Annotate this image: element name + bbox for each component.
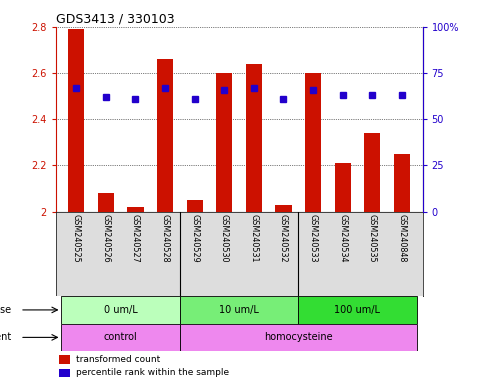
Text: percentile rank within the sample: percentile rank within the sample xyxy=(76,368,229,377)
Bar xyxy=(180,296,298,324)
Bar xyxy=(61,324,180,351)
Bar xyxy=(157,59,173,212)
Text: 0 um/L: 0 um/L xyxy=(104,305,138,315)
Text: dose: dose xyxy=(0,305,11,315)
Text: transformed count: transformed count xyxy=(76,355,160,364)
Bar xyxy=(61,296,180,324)
Text: GSM240525: GSM240525 xyxy=(72,214,81,263)
Bar xyxy=(180,324,417,351)
Text: GSM240530: GSM240530 xyxy=(220,214,229,263)
Bar xyxy=(364,133,381,212)
Text: GSM240533: GSM240533 xyxy=(309,214,318,263)
Bar xyxy=(246,64,262,212)
Text: GDS3413 / 330103: GDS3413 / 330103 xyxy=(56,13,174,26)
Bar xyxy=(275,205,292,212)
Text: homocysteine: homocysteine xyxy=(264,333,333,343)
Bar xyxy=(59,356,70,364)
Bar xyxy=(305,73,321,212)
Bar xyxy=(216,73,232,212)
Bar xyxy=(186,200,203,212)
Text: GSM240528: GSM240528 xyxy=(160,214,170,263)
Text: GSM240527: GSM240527 xyxy=(131,214,140,263)
Bar xyxy=(394,154,410,212)
Text: 10 um/L: 10 um/L xyxy=(219,305,259,315)
Bar xyxy=(128,207,143,212)
Text: 100 um/L: 100 um/L xyxy=(335,305,381,315)
Text: agent: agent xyxy=(0,333,11,343)
Bar xyxy=(335,163,351,212)
Text: GSM240529: GSM240529 xyxy=(190,214,199,263)
Bar xyxy=(59,369,70,377)
Bar xyxy=(68,29,85,212)
Text: GSM240534: GSM240534 xyxy=(338,214,347,263)
Bar xyxy=(98,193,114,212)
Bar xyxy=(298,296,417,324)
Text: GSM240526: GSM240526 xyxy=(101,214,111,263)
Text: GSM240848: GSM240848 xyxy=(398,214,406,263)
Text: GSM240535: GSM240535 xyxy=(368,214,377,263)
Text: GSM240531: GSM240531 xyxy=(249,214,258,263)
Text: GSM240532: GSM240532 xyxy=(279,214,288,263)
Text: control: control xyxy=(104,333,138,343)
